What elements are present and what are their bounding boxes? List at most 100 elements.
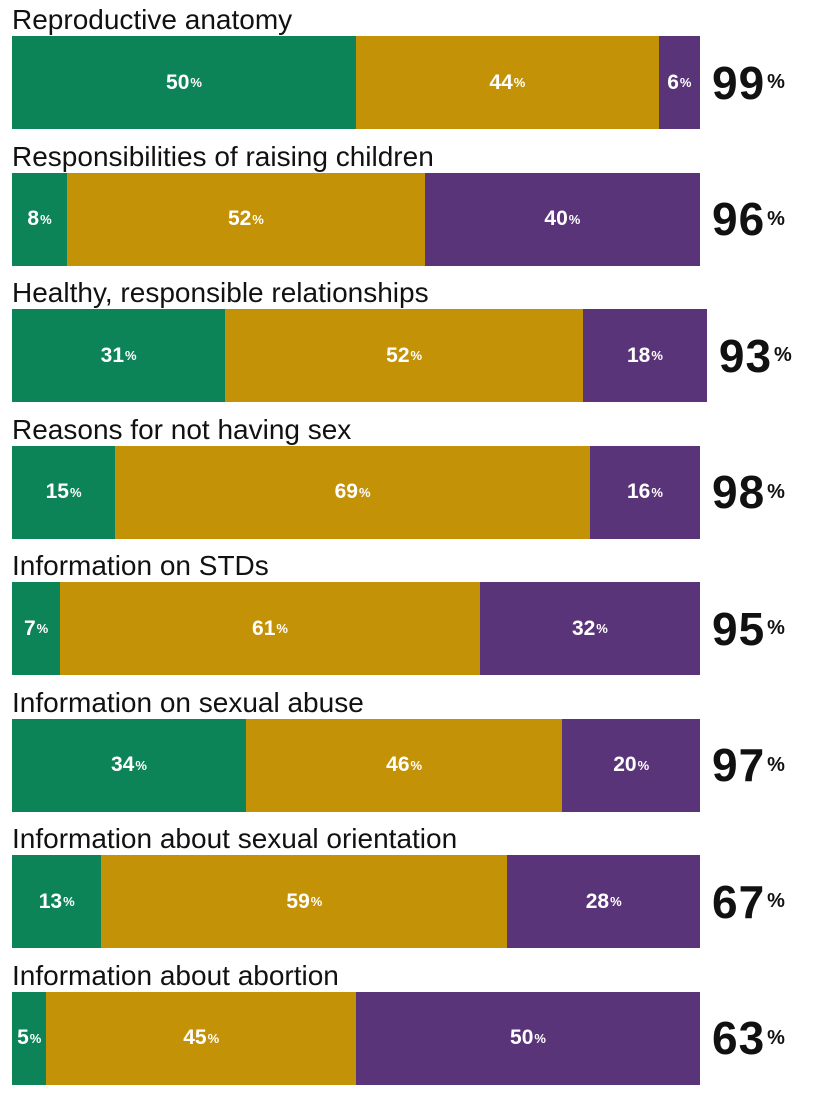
bar-segment-series-3: 20% [562, 718, 700, 812]
category-label: Information on STDs [12, 550, 269, 581]
bar-segment-series-1: 50% [12, 36, 356, 129]
total-number: 93 [718, 329, 773, 382]
stacked-bar: 31% 52% 18% [12, 309, 707, 402]
total-value-label: 98% [712, 446, 786, 539]
segment-value-label: 40 [544, 207, 568, 230]
segment-value-label: 18 [626, 343, 651, 367]
percent-sign: % [69, 484, 82, 500]
chart-row: Reasons for not having sex 15% 69% 16% 98% [0, 410, 818, 550]
percent-sign: % [534, 1030, 546, 1046]
segment-value-label: 69 [334, 480, 358, 503]
percent-sign: % [36, 621, 49, 636]
segment-value-label: 46 [386, 753, 410, 776]
segment-value-label: 28 [585, 889, 610, 913]
total-value-label: 99% [712, 36, 786, 129]
stacked-bar: 5% 45% 50% [12, 991, 700, 1085]
percent-sign: % [767, 1026, 786, 1049]
bar-segment-series-2: 61% [60, 582, 480, 675]
segment-value-label: 16 [626, 480, 651, 503]
chart-row: Information about sexual orientation 13% 5… [0, 819, 818, 959]
segment-value-label: 31 [100, 343, 125, 367]
segment-value-label: 15 [45, 480, 69, 503]
bar-segment-series-3: 18% [583, 309, 707, 402]
segment-value-label: 32 [571, 616, 596, 640]
total-value-label: 93% [719, 309, 793, 402]
percent-sign: % [767, 71, 786, 93]
total-value-label: 97% [712, 719, 786, 812]
total-value-label: 96% [712, 173, 786, 266]
total-value-label: 95% [712, 582, 786, 675]
percent-sign: % [63, 894, 75, 909]
bar-segment-series-1: 5% [12, 991, 47, 1085]
stacked-bar: 15% 69% 16% [12, 445, 700, 539]
bar-segment-series-2: 45% [46, 991, 356, 1085]
percent-sign: % [190, 75, 202, 90]
total-number: 99 [712, 56, 766, 109]
segment-value-label: 45 [183, 1026, 207, 1049]
segment-value-label: 50 [510, 1026, 534, 1049]
total-number: 67 [712, 875, 766, 928]
percent-sign: % [358, 484, 371, 500]
stacked-bar: 34% 46% 20% [12, 718, 700, 812]
total-number: 97 [712, 739, 766, 791]
bar-segment-series-2: 44% [356, 36, 659, 129]
percent-sign: % [651, 484, 663, 500]
segment-value-label: 50 [166, 70, 190, 94]
segment-value-label: 20 [613, 753, 637, 776]
chart-row: Reproductive anatomy 50% 44% 6% 99% [0, 0, 818, 140]
bar-segment-series-3: 6% [658, 36, 700, 129]
segment-value-label: 6 [667, 70, 679, 94]
percent-sign: % [513, 75, 526, 90]
bar-segment-series-2: 69% [115, 445, 590, 539]
segment-value-label: 52 [227, 207, 252, 230]
chart-row: Healthy, responsible relationships 31% 52%… [0, 273, 818, 413]
segment-value-label: 5 [17, 1026, 29, 1049]
percent-sign: % [610, 894, 622, 909]
category-label: Responsibilities of raising children [12, 140, 434, 172]
bar-segment-series-2: 52% [67, 172, 425, 266]
percent-sign: % [125, 348, 137, 363]
bar-segment-series-3: 50% [356, 991, 700, 1085]
bar-segment-series-1: 8% [12, 172, 68, 266]
percent-sign: % [40, 211, 52, 227]
bar-segment-series-1: 15% [12, 445, 116, 539]
percent-sign: % [767, 207, 786, 230]
percent-sign: % [135, 757, 147, 773]
percent-sign: % [596, 621, 608, 636]
bar-segment-series-3: 28% [507, 855, 700, 948]
percent-sign: % [310, 894, 323, 909]
total-value-label: 63% [712, 992, 786, 1085]
percent-sign: % [29, 1030, 42, 1046]
chart-row: Information on STDs 7% 61% 32% 95% [0, 546, 818, 686]
percent-sign: % [410, 348, 423, 363]
stacked-bar: 7% 61% 32% [12, 582, 700, 675]
bar-segment-series-3: 40% [424, 172, 700, 266]
percent-sign: % [207, 1030, 220, 1046]
chart-row: Responsibilities of raising children 8% 52… [0, 137, 818, 277]
percent-sign: % [637, 757, 650, 773]
total-number: 95 [712, 602, 766, 655]
total-number: 98 [712, 466, 766, 518]
total-number: 63 [712, 1012, 766, 1064]
segment-value-label: 59 [286, 889, 310, 913]
category-label: Information about sexual orientation [12, 823, 458, 854]
stacked-bar: 13% 59% 28% [12, 855, 700, 948]
segment-value-label: 13 [38, 889, 63, 913]
percent-sign: % [276, 621, 288, 636]
segment-value-label: 44 [489, 70, 513, 94]
category-label: Reasons for not having sex [12, 413, 352, 445]
percent-sign: % [651, 348, 663, 363]
bar-segment-series-3: 32% [479, 582, 700, 675]
stacked-bar: 50% 44% 6% [12, 36, 700, 129]
segment-value-label: 8 [27, 207, 40, 230]
segment-value-label: 34 [110, 753, 135, 776]
bar-segment-series-2: 46% [245, 718, 563, 812]
percent-sign: % [774, 344, 793, 366]
category-label: Healthy, responsible relationships [12, 277, 429, 308]
bar-segment-series-1: 31% [12, 309, 226, 402]
percent-sign: % [767, 890, 786, 912]
chart-row: Information on sexual abuse 34% 46% 20% 97% [0, 683, 818, 823]
category-label: Reproductive anatomy [12, 4, 293, 35]
bar-segment-series-1: 13% [12, 855, 102, 948]
